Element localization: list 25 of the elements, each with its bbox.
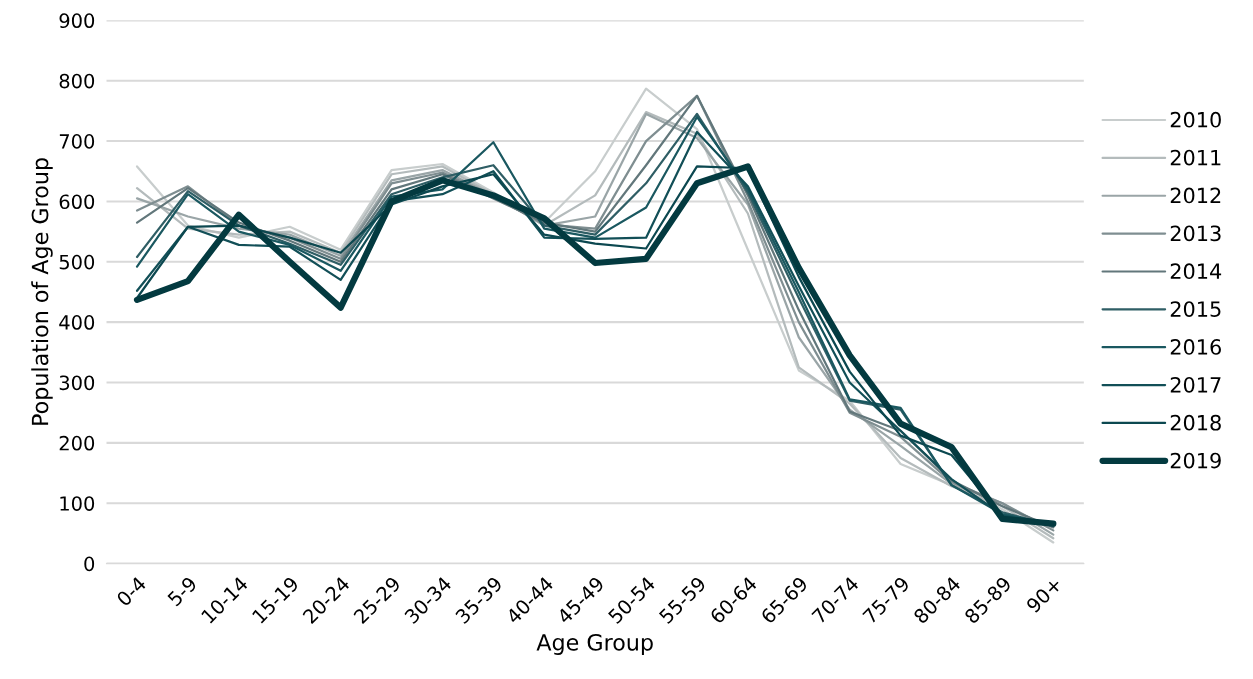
x-axis-title: Age Group xyxy=(536,633,653,655)
x-tick-label: 5-9 xyxy=(166,575,198,607)
legend-label: 2019 xyxy=(1170,452,1221,469)
y-tick-label: 600 xyxy=(59,194,95,210)
legend-label: 2018 xyxy=(1170,414,1221,431)
y-tick-label: 300 xyxy=(59,375,95,391)
legend-label: 2016 xyxy=(1170,339,1221,355)
y-tick-label: 400 xyxy=(59,315,95,330)
y-tick-label: 700 xyxy=(59,134,95,149)
legend-label: 2017 xyxy=(1170,376,1221,393)
y-tick-label: 200 xyxy=(59,435,95,451)
y-tick-label: 900 xyxy=(59,13,95,29)
x-tick-label: 0-4 xyxy=(115,575,147,607)
legend-label: 2014 xyxy=(1170,263,1222,280)
x-tick-label: 90+ xyxy=(1025,576,1063,614)
y-axis-title: Population of Age Group xyxy=(31,158,53,425)
y-tick-label: 800 xyxy=(59,73,95,89)
legend-label: 2015 xyxy=(1170,301,1221,317)
y-tick-label: 100 xyxy=(60,496,95,511)
legend-label: 2013 xyxy=(1170,225,1221,242)
y-tick-label: 500 xyxy=(59,254,95,270)
y-tick-label: 0 xyxy=(84,556,95,572)
legend-label: 2012 xyxy=(1170,187,1221,204)
legend-label: 2011 xyxy=(1170,149,1221,166)
legend-label: 2010 xyxy=(1170,111,1221,128)
